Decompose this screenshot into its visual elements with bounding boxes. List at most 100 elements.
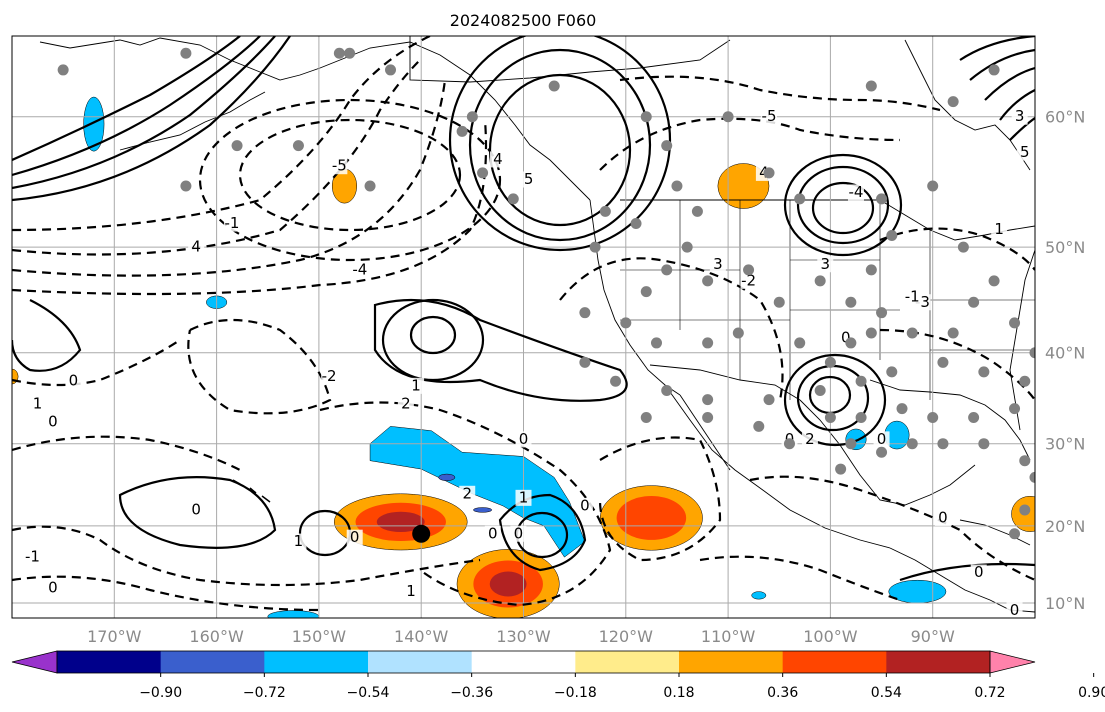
contour-label-background: [847, 184, 864, 201]
station-dot: [57, 64, 69, 76]
station-dot: [988, 64, 1000, 76]
longitude-tick-label: 140°W: [394, 627, 449, 646]
negative-band-central-pacific-fill: [369, 426, 586, 558]
contour-label-background: [223, 215, 240, 232]
contour-label-background: [515, 489, 532, 506]
contour-label: 1: [294, 532, 304, 550]
station-dot: [477, 167, 489, 179]
station-dot: [640, 286, 652, 298]
station-dot: [507, 193, 519, 205]
solid-contour-hawaii-2: [118, 476, 277, 549]
contour-label-background: [1011, 108, 1028, 125]
contour-label: 3: [713, 255, 723, 273]
dashed-contour-south-1: [12, 525, 481, 587]
contour-layer: [12, 36, 1035, 582]
station-dot: [1009, 528, 1021, 540]
station-dot: [292, 140, 304, 152]
station-dot: [579, 356, 591, 368]
contour-label: -1: [905, 287, 920, 305]
station-dot: [702, 394, 714, 406]
station-dot: [968, 296, 980, 308]
station-dot: [1019, 504, 1031, 516]
solid-contour-south-2: [498, 493, 587, 572]
longitude-tick-label: 130°W: [496, 627, 551, 646]
contour-label-background: [761, 108, 778, 125]
contour-label-background: [408, 377, 425, 394]
aleutian-chain: [119, 91, 266, 151]
contour-label-background: [65, 373, 82, 390]
station-dot: [691, 205, 703, 217]
station-dot: [579, 307, 591, 319]
longitude-tick-label: 90°W: [911, 627, 955, 646]
station-dot: [364, 180, 376, 192]
colorbar-frame: [56, 650, 991, 674]
colorbar-segment: [264, 651, 369, 673]
station-dot: [1019, 375, 1031, 387]
contour-label: -5: [762, 107, 777, 125]
dashed-contour-gulf: [749, 475, 1035, 582]
dashed-contour-west: [12, 339, 181, 387]
us-west-coast: [589, 199, 681, 396]
contour-label-background: [321, 368, 338, 385]
colorbar-segment: [57, 651, 162, 673]
station-dot: [845, 296, 857, 308]
us-state-lines: [620, 200, 1035, 400]
station-dot: [333, 47, 345, 59]
station-dot: [743, 264, 755, 276]
station-dot: [231, 140, 243, 152]
contour-label-background: [44, 579, 61, 596]
contour-label-background: [801, 431, 818, 448]
colorbar-tick-label: 0.36: [767, 685, 798, 701]
negative-cell-pacific-mid: [751, 591, 767, 600]
longitude-tick-label: 110°W: [701, 627, 756, 646]
colorbar-segment: [368, 651, 473, 673]
station-dot: [385, 64, 397, 76]
colorbar: −0.90 −0.72 −0.54 −0.36 −0.18 0.18 0.36 0.54 0.7…: [11, 650, 1105, 701]
station-dot: [988, 275, 1000, 287]
negative-band-central-pacific: [369, 426, 586, 558]
negative-cell-central-america-level-0: [888, 579, 947, 604]
coastlines-borders: [39, 36, 1035, 613]
hudson-bay-coast: [904, 39, 1031, 171]
station-dot: [865, 264, 877, 276]
station-dot: [344, 47, 356, 59]
contour-label: 0: [841, 328, 851, 346]
station-dot: [937, 356, 949, 368]
station-dot: [876, 446, 888, 458]
longitude-tick-label: 120°W: [599, 627, 654, 646]
contour-label: 0: [48, 412, 58, 430]
positive-blob-south-level-2: [489, 571, 527, 597]
solid-contour-texas-3: [783, 353, 887, 447]
contour-label: 0: [974, 563, 984, 581]
contour-label: 0: [69, 372, 79, 390]
contour-label: 4: [191, 238, 201, 256]
latitude-tick-label: 20°N: [1045, 517, 1085, 536]
dashed-contour-canada-1: [599, 117, 901, 171]
dashed-contour-canada-2: [619, 75, 941, 112]
solid-contour-gulf-alaska-2: [468, 48, 652, 242]
station-dot: [180, 180, 192, 192]
contour-label: 2: [401, 395, 411, 413]
colorbar-tick-label: −0.90: [139, 685, 182, 701]
negative-cell-sub-level-0: [438, 473, 456, 481]
colorbar-segment: [782, 651, 887, 673]
contour-label-background: [459, 485, 476, 502]
colorbar-segment: [679, 651, 784, 673]
latitude-tick-label: 50°N: [1045, 238, 1085, 257]
station-dot: [886, 366, 898, 378]
negative-cell-sub2: [473, 507, 493, 513]
contour-label-background: [510, 525, 527, 542]
solid-contour-alaska-2: [12, 36, 261, 177]
positive-blob-west-hawaii-level-2: [376, 511, 425, 533]
contour-label-background: [290, 533, 307, 550]
colorbar-segment: [160, 651, 265, 673]
solid-contour-alaska-1: [12, 36, 241, 162]
station-dot: [610, 375, 622, 387]
contour-label-background: [489, 151, 506, 168]
dashed-contour-north-pacific-2: [12, 59, 421, 256]
dashed-contour-central-2: [319, 401, 612, 607]
solid-contour-plains-1: [811, 181, 875, 235]
alaska-coastline: [39, 37, 591, 201]
station-dot: [589, 241, 601, 253]
